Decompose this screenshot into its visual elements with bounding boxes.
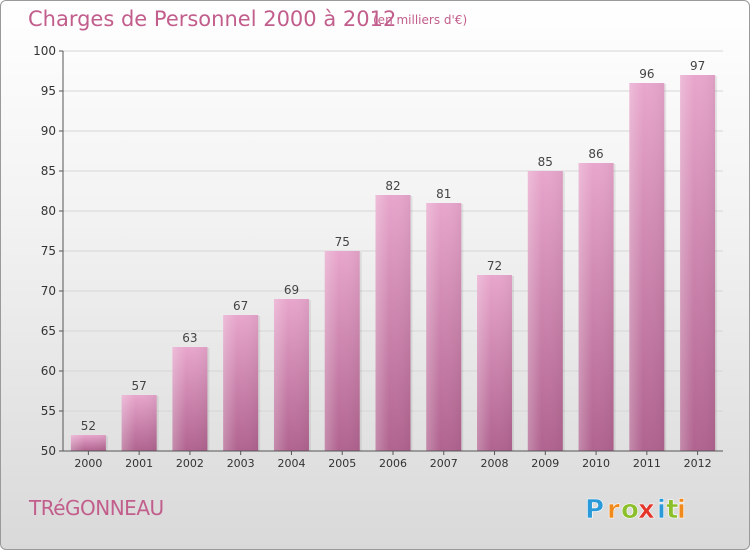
bar-highlight — [426, 203, 462, 451]
value-label: 86 — [588, 147, 603, 161]
x-tick-label: 2003 — [227, 457, 255, 470]
bar-highlight — [578, 163, 614, 451]
bar-highlight — [70, 435, 106, 451]
value-label: 67 — [233, 299, 248, 313]
chart-title: Charges de Personnel 2000 à 2012 — [28, 7, 397, 31]
value-label: 81 — [436, 187, 451, 201]
value-label: 63 — [182, 331, 197, 345]
value-label: 75 — [335, 235, 350, 249]
y-tick-label: 60 — [41, 364, 56, 378]
value-label: 69 — [284, 283, 299, 297]
x-tick-label: 2009 — [531, 457, 559, 470]
bar-highlight — [477, 275, 513, 451]
y-tick-label: 50 — [41, 444, 56, 458]
value-label: 96 — [639, 67, 654, 81]
value-label: 52 — [81, 419, 96, 433]
logo-letter: i — [657, 495, 666, 525]
value-label: 85 — [538, 155, 553, 169]
bar-highlight — [324, 251, 360, 451]
bar-highlight — [629, 83, 665, 451]
y-tick-label: 90 — [41, 124, 56, 138]
x-tick-label: 2011 — [633, 457, 661, 470]
x-tick-label: 2005 — [328, 457, 356, 470]
value-label: 82 — [385, 179, 400, 193]
town-name: TRéGONNEAU — [29, 496, 164, 520]
y-tick-label: 100 — [33, 44, 56, 58]
bar-highlight — [680, 75, 716, 451]
axes: 50 55 60 65 70 75 80 85 90 95 100 2000 2001 2002 2003 2… — [33, 44, 723, 470]
x-tick-label: 2000 — [74, 457, 102, 470]
logo-letter: t — [666, 495, 678, 525]
chart-subtitle: (en milliers d'€) — [373, 13, 468, 27]
bar-highlight — [223, 315, 259, 451]
x-tick-label: 2004 — [277, 457, 305, 470]
y-tick-label: 65 — [41, 324, 56, 338]
y-tick-label: 55 — [41, 404, 56, 418]
x-tick-label: 2012 — [684, 457, 712, 470]
x-tick-label: 2006 — [379, 457, 407, 470]
y-tick-label: 95 — [41, 84, 56, 98]
logo-letter: i — [677, 495, 686, 525]
y-tick-label: 75 — [41, 244, 56, 258]
x-tick-label: 2002 — [176, 457, 204, 470]
bars: 52 57 63 67 69 75 82 81 72 85 86 96 97 — [70, 59, 718, 451]
value-label: 72 — [487, 259, 502, 273]
x-tick-label: 2007 — [430, 457, 458, 470]
x-tick-label: 2008 — [481, 457, 509, 470]
bar-highlight — [172, 347, 208, 451]
y-tick-label: 80 — [41, 204, 56, 218]
x-tick-label: 2010 — [582, 457, 610, 470]
y-tick-label: 70 — [41, 284, 56, 298]
bar-highlight — [273, 299, 309, 451]
logo-letter: r — [607, 495, 620, 525]
bar-highlight — [527, 171, 563, 451]
y-tick-label: 85 — [41, 164, 56, 178]
bar-highlight — [121, 395, 157, 451]
value-label: 97 — [690, 59, 705, 73]
x-tick-label: 2001 — [125, 457, 153, 470]
logo-letter: o — [621, 495, 639, 525]
value-label: 57 — [132, 379, 147, 393]
bar-highlight — [375, 195, 411, 451]
logo-letter: P — [585, 495, 604, 525]
logo-letter: x — [638, 495, 655, 525]
